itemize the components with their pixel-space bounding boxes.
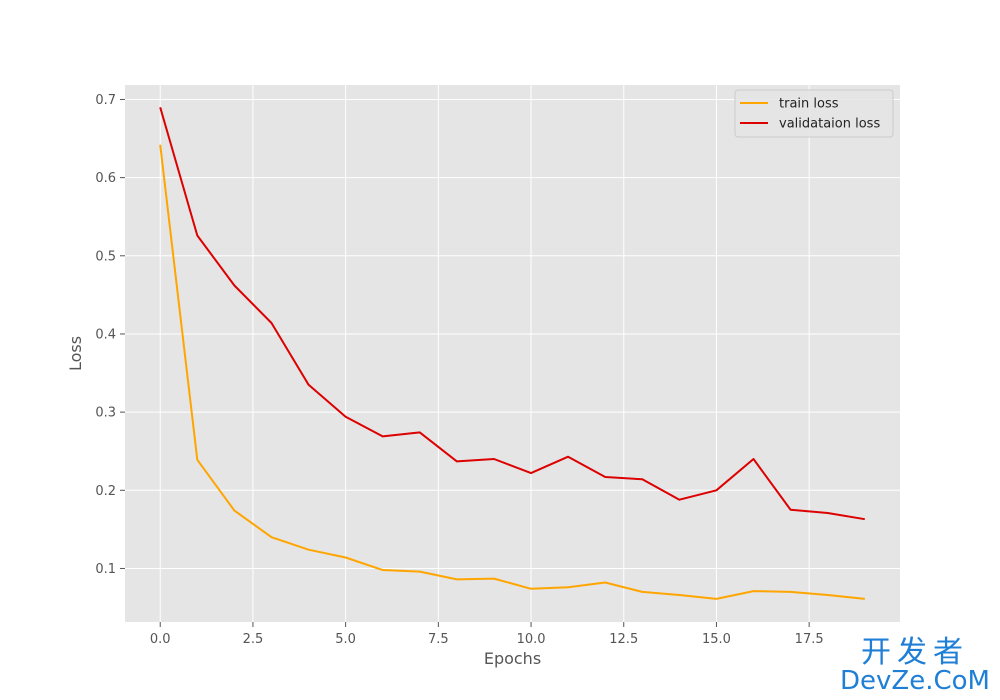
series-line: [159, 107, 865, 521]
y-tick-label: 0.1: [95, 562, 116, 577]
x-tick-label: 0.0: [150, 632, 171, 647]
x-tick-label: 12.5: [609, 632, 638, 647]
y-tick-label: 0.4: [95, 327, 116, 342]
grid: [125, 85, 900, 622]
watermark-top-text: 开发者: [861, 635, 969, 670]
y-axis-label: Loss: [66, 336, 85, 371]
x-tick-label: 5.0: [335, 632, 356, 647]
watermark-logo: 开发者 DevZe.CoM: [840, 635, 990, 696]
legend-label: train loss: [779, 97, 839, 112]
plot-area: [125, 85, 900, 622]
legend-box: [734, 89, 894, 138]
y-tick-label: 0.6: [95, 171, 116, 186]
y-tick-label: 0.2: [95, 484, 116, 499]
x-tick-label: 2.5: [243, 632, 264, 647]
y-tick-label: 0.5: [95, 249, 116, 264]
series-line: [159, 144, 865, 600]
x-tick-label: 15.0: [702, 632, 731, 647]
y-tick-label: 0.7: [95, 93, 116, 108]
x-tick-label: 17.5: [795, 632, 824, 647]
x-axis-label: Epochs: [484, 649, 541, 668]
legend-label: validataion loss: [779, 117, 880, 132]
x-tick-label: 10.0: [517, 632, 546, 647]
watermark-bottom-text: DevZe.CoM: [840, 666, 990, 696]
legend: train loss validataion loss: [734, 89, 894, 138]
ticks: 0.0 2.5 5.0 7.5 10.0 12.5 15.0 17.5 0.1 0.2 0.3 0.4…: [95, 93, 823, 647]
series-lines: [159, 107, 865, 600]
y-tick-label: 0.3: [95, 406, 116, 421]
x-tick-label: 7.5: [428, 632, 449, 647]
